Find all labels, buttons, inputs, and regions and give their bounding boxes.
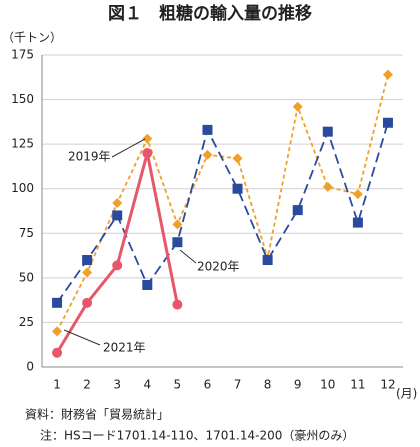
x-tick-label: 3	[113, 378, 121, 392]
leader-line	[63, 329, 101, 346]
footnote: 注：HSコード1701.14-110、1701.14-200（豪州のみ）	[40, 428, 354, 443]
x-tick-label: 6	[204, 378, 212, 392]
point	[382, 69, 393, 80]
point	[82, 297, 93, 308]
x-tick-label: 12	[380, 378, 395, 392]
x-tick-label: 7	[234, 378, 242, 392]
point	[232, 183, 243, 194]
point	[112, 197, 123, 208]
x-tick-label: 11	[350, 378, 365, 392]
point	[262, 255, 273, 266]
point	[202, 124, 213, 135]
x-tick-label: 2	[83, 378, 91, 392]
leader-line	[111, 138, 146, 158]
y-tick-label: 175	[11, 48, 34, 62]
point	[352, 189, 363, 200]
chart-title: 図１ 粗糖の輸入量の推移	[108, 3, 312, 24]
point	[82, 255, 93, 266]
point	[112, 210, 123, 221]
point	[52, 326, 63, 337]
source-note: 資料：財務省「貿易統計」	[25, 407, 169, 422]
y-tick-label: 0	[26, 360, 34, 374]
x-unit: (月)	[396, 387, 417, 401]
point	[202, 149, 213, 160]
x-tick-label: 5	[174, 378, 182, 392]
y-unit: （千トン）	[2, 31, 62, 45]
x-tick-label: 1	[53, 378, 61, 392]
series-line	[56, 74, 389, 332]
y-tick-label: 100	[11, 181, 34, 195]
point	[52, 347, 63, 358]
point	[382, 117, 393, 128]
y-tick-label: 75	[19, 226, 34, 240]
point	[322, 126, 333, 137]
y-tick-label: 25	[19, 315, 34, 329]
y-tick-label: 150	[11, 92, 34, 106]
point	[292, 205, 303, 216]
series-line	[56, 122, 389, 304]
x-tick-label: 9	[294, 378, 302, 392]
point	[142, 279, 153, 290]
leader-line	[179, 249, 197, 264]
series-label: 2021年	[103, 341, 146, 355]
point	[142, 148, 153, 159]
x-tick-label: 8	[264, 378, 272, 392]
point	[292, 101, 303, 112]
point	[172, 299, 183, 310]
point	[172, 219, 183, 230]
y-tick-label: 50	[19, 270, 34, 284]
point	[112, 260, 123, 271]
series-label: 2020年	[197, 260, 240, 274]
point	[52, 297, 63, 308]
point	[352, 217, 363, 228]
series-label: 2019年	[68, 150, 111, 164]
x-tick-label: 4	[143, 378, 151, 392]
point	[232, 153, 243, 164]
point	[322, 181, 333, 192]
point	[142, 133, 153, 144]
x-tick-label: 10	[320, 378, 335, 392]
point	[172, 237, 183, 248]
y-tick-label: 125	[11, 137, 34, 151]
point	[82, 267, 93, 278]
